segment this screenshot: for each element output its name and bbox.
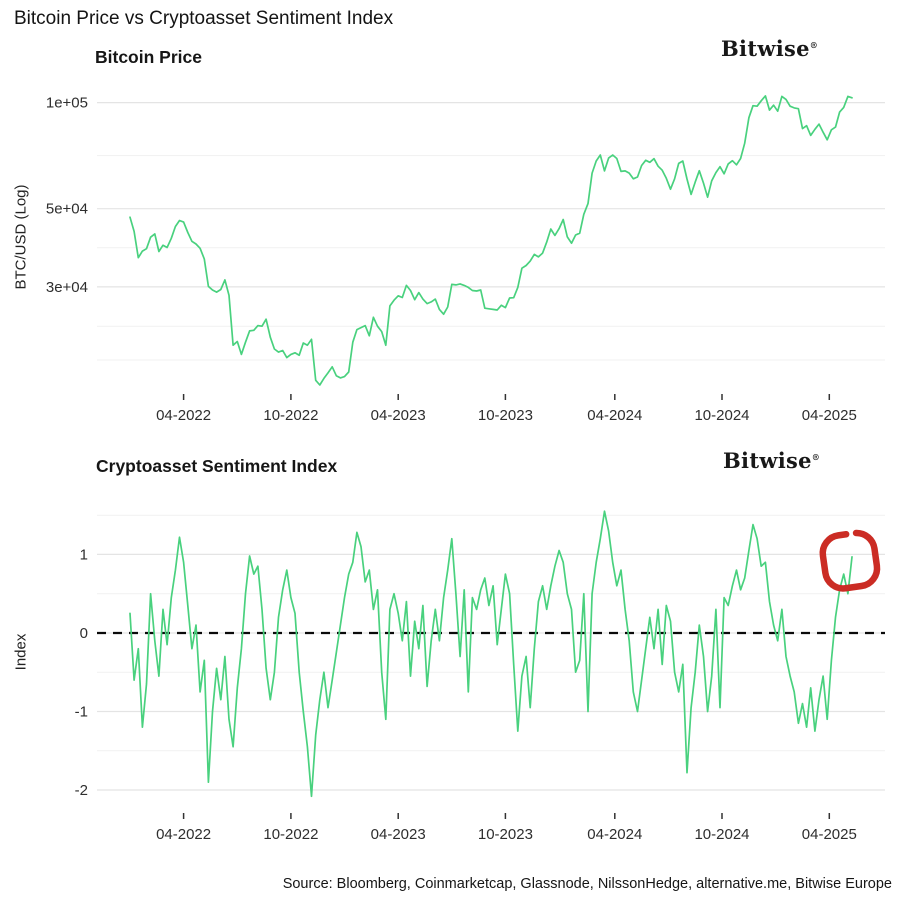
- x-axis-tick-label: 04-2025: [802, 826, 857, 843]
- bitwise-logo-bottom: Bitwise®: [723, 448, 820, 473]
- y-axis-tick-label: 3e+04: [46, 279, 88, 296]
- sentiment-chart: 1 0 -1 -2 04-2022 10-2022 04-2023 10-2023 04-202…: [75, 510, 885, 843]
- x-axis-tick-label: 10-2022: [263, 407, 318, 424]
- registered-mark-icon: ®: [811, 452, 821, 462]
- x-axis-tick-label: 04-2022: [156, 407, 211, 424]
- y-axis-tick-label: -1: [75, 704, 88, 721]
- x-axis-tick-label: 10-2024: [694, 826, 749, 843]
- registered-mark-icon: ®: [809, 40, 819, 50]
- bitwise-logo-top: Bitwise®: [721, 36, 818, 61]
- bitwise-logo-text: Bitwise: [723, 448, 812, 473]
- bitcoin-price-chart-title: Bitcoin Price: [95, 47, 202, 67]
- x-axis-tick-label: 04-2024: [587, 826, 642, 843]
- x-axis-tick-label: 04-2023: [371, 826, 426, 843]
- sentiment-chart-title: Cryptoasset Sentiment Index: [96, 456, 338, 476]
- y-axis-tick-label: 0: [80, 625, 88, 642]
- x-axis-tick-label: 10-2024: [694, 407, 749, 424]
- source-credit: Source: Bloomberg, Coinmarketcap, Glassn…: [282, 876, 892, 892]
- x-axis-tick-label: 04-2022: [156, 826, 211, 843]
- sentiment-line: [129, 510, 853, 798]
- x-axis-tick-label: 04-2024: [587, 407, 642, 424]
- x-axis-tick-label: 10-2023: [478, 826, 533, 843]
- x-axis-tick-label: 10-2022: [263, 826, 318, 843]
- bitwise-logo-text: Bitwise: [721, 36, 810, 61]
- y-axis-tick-label: 1: [80, 546, 88, 563]
- x-axis-tick-label: 04-2025: [802, 407, 857, 424]
- x-axis-tick-label: 04-2023: [371, 407, 426, 424]
- page-title: Bitcoin Price vs Cryptoasset Sentiment I…: [14, 8, 394, 29]
- hand-drawn-circle-annotation: [819, 529, 881, 592]
- bitcoin-price-chart: 1e+05 5e+04 3e+04 04-2022 10-2022 04-2023 10-2…: [46, 95, 885, 424]
- y-axis-tick-label: 1e+05: [46, 95, 88, 112]
- btc-price-line: [129, 95, 853, 386]
- y-axis-tick-label: 5e+04: [46, 201, 88, 218]
- y-axis-tick-label: -2: [75, 782, 88, 799]
- x-axis-tick-label: 10-2023: [478, 407, 533, 424]
